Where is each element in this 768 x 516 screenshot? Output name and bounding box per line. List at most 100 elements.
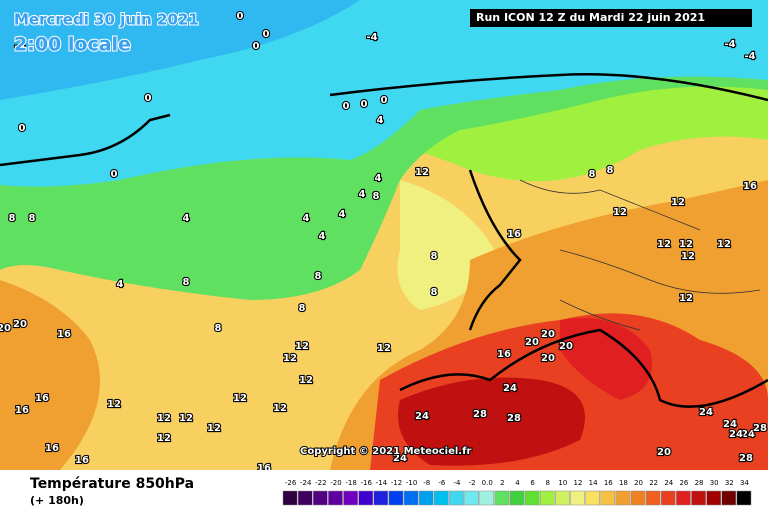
colorbar-swatch — [343, 490, 358, 506]
colorbar-swatch — [645, 490, 661, 506]
colorbar-swatch — [509, 490, 525, 506]
colorbar-swatch — [479, 490, 495, 506]
isotherm-label: 12 — [295, 341, 309, 352]
colorbar-label: 20 — [634, 479, 643, 487]
footer-title: Température 850hPa — [30, 476, 194, 492]
isotherm-label: 4 — [375, 173, 382, 184]
colorbar-label: -14 — [376, 479, 388, 487]
zone-blue — [0, 0, 360, 100]
colorbar-label: -18 — [345, 479, 356, 487]
colorbar-swatch — [555, 490, 570, 506]
isotherm-label: 4 — [359, 189, 366, 200]
isotherm-label: 24 — [699, 407, 713, 418]
isotherm-label: 20 — [541, 329, 555, 340]
isotherm-label: 4 — [117, 279, 124, 290]
isotherm-label: 16 — [15, 405, 29, 416]
isotherm-label: 24 — [393, 453, 407, 464]
isotherm-label: 4 — [319, 231, 326, 242]
colorbar-label: 34 — [740, 479, 749, 487]
isotherm-label: 12 — [671, 197, 685, 208]
isotherm-label: 28 — [473, 409, 487, 420]
colorbar-swatch — [434, 490, 449, 506]
isotherm-label: 16 — [75, 455, 89, 466]
isotherm-label: 12 — [179, 413, 193, 424]
colorbar-label: -26 — [285, 479, 297, 487]
isotherm-label: 12 — [415, 167, 429, 178]
isotherm-label: 12 — [283, 353, 297, 364]
isotherm-label: -4 — [14, 41, 25, 52]
colorbar-label: -16 — [360, 479, 372, 487]
colorbar-swatch — [736, 490, 752, 506]
colorbar-label: -24 — [300, 479, 312, 487]
colorbar-label: 2 — [500, 479, 504, 487]
isotherm-label: 8 — [607, 165, 614, 176]
colorbar-swatch — [706, 490, 721, 506]
isotherm-label: 8 — [29, 213, 36, 224]
colorbar-label: -8 — [423, 479, 430, 487]
isotherm-label: 16 — [57, 329, 71, 340]
run-box — [470, 9, 752, 27]
isotherm-label: 24 — [415, 411, 429, 422]
isotherm-label: 0 — [263, 29, 270, 40]
isotherm-label: 0 — [145, 93, 152, 104]
isotherm-label: 12 — [681, 251, 695, 262]
isotherm-label: 28 — [507, 413, 521, 424]
isotherm-label: 8 — [315, 271, 322, 282]
colorbar-swatch — [676, 490, 691, 506]
isotherm-label: 24 — [503, 383, 517, 394]
colorbar-label: 12 — [574, 479, 583, 487]
isotherm-label: 4 — [303, 213, 310, 224]
colorbar-label: 0.0 — [482, 479, 493, 487]
colorbar-label: -6 — [438, 479, 446, 487]
colorbar-swatch — [585, 490, 600, 506]
colorbar-label: 6 — [530, 479, 535, 487]
colorbar-label: 30 — [710, 479, 719, 487]
isotherm-label: -4 — [366, 32, 377, 43]
isotherm-label: 12 — [273, 403, 287, 414]
isotherm-label: 24 — [723, 419, 737, 430]
isotherm-label: 16 — [507, 229, 521, 240]
isotherm-label: 8 — [431, 251, 438, 262]
colorbar-label: 28 — [695, 479, 704, 487]
isotherm-label: 12 — [299, 375, 313, 386]
colorbar-swatch — [388, 490, 404, 506]
time-label: 2:00 locale — [14, 34, 131, 56]
zone-red-italy — [560, 318, 652, 400]
isotherm-label: 16 — [497, 349, 511, 360]
isotherm-label: 20 — [657, 447, 671, 458]
isotherm-label: 0 — [361, 99, 368, 110]
colorbar-swatch — [328, 490, 343, 506]
isotherm-label: 16 — [45, 443, 59, 454]
colorbar-swatch — [494, 490, 510, 506]
colorbar-label: -4 — [453, 479, 461, 487]
isotherm-label: 24 — [741, 429, 755, 440]
colorbar-swatch — [313, 490, 328, 506]
isotherm-label: 12 — [207, 423, 221, 434]
colorbar-swatch — [282, 490, 298, 506]
colorbar-label: 26 — [679, 479, 688, 487]
date-label: Mercredi 30 juin 2021 — [14, 11, 199, 29]
isotherm-label: -4 — [744, 51, 755, 62]
isotherm-label: 0 — [253, 41, 260, 52]
isotherm-label: 20 — [525, 337, 539, 348]
isotherm-label: 0 — [381, 95, 388, 106]
isotherm-label: 20 — [13, 319, 27, 330]
isotherm-label: 12 — [107, 399, 121, 410]
colorbar-swatch — [615, 490, 631, 506]
colorbar-swatch — [373, 490, 389, 506]
colorbar-swatch — [570, 490, 585, 506]
isotherm-label: 12 — [377, 343, 391, 354]
isotherm-label: 12 — [613, 207, 627, 218]
isotherm-label: 8 — [373, 191, 380, 202]
isotherm-label: 20 — [559, 341, 573, 352]
colorbar-label: 14 — [589, 479, 598, 487]
isotherm-label: 20 — [541, 353, 555, 364]
isotherm-label: 16 — [35, 393, 49, 404]
isotherm-label: 12 — [717, 239, 731, 250]
colorbar-swatch — [660, 490, 676, 506]
colorbar-swatch — [630, 490, 646, 506]
colorbar-swatch — [403, 490, 419, 506]
colorbar-swatch — [691, 490, 706, 506]
